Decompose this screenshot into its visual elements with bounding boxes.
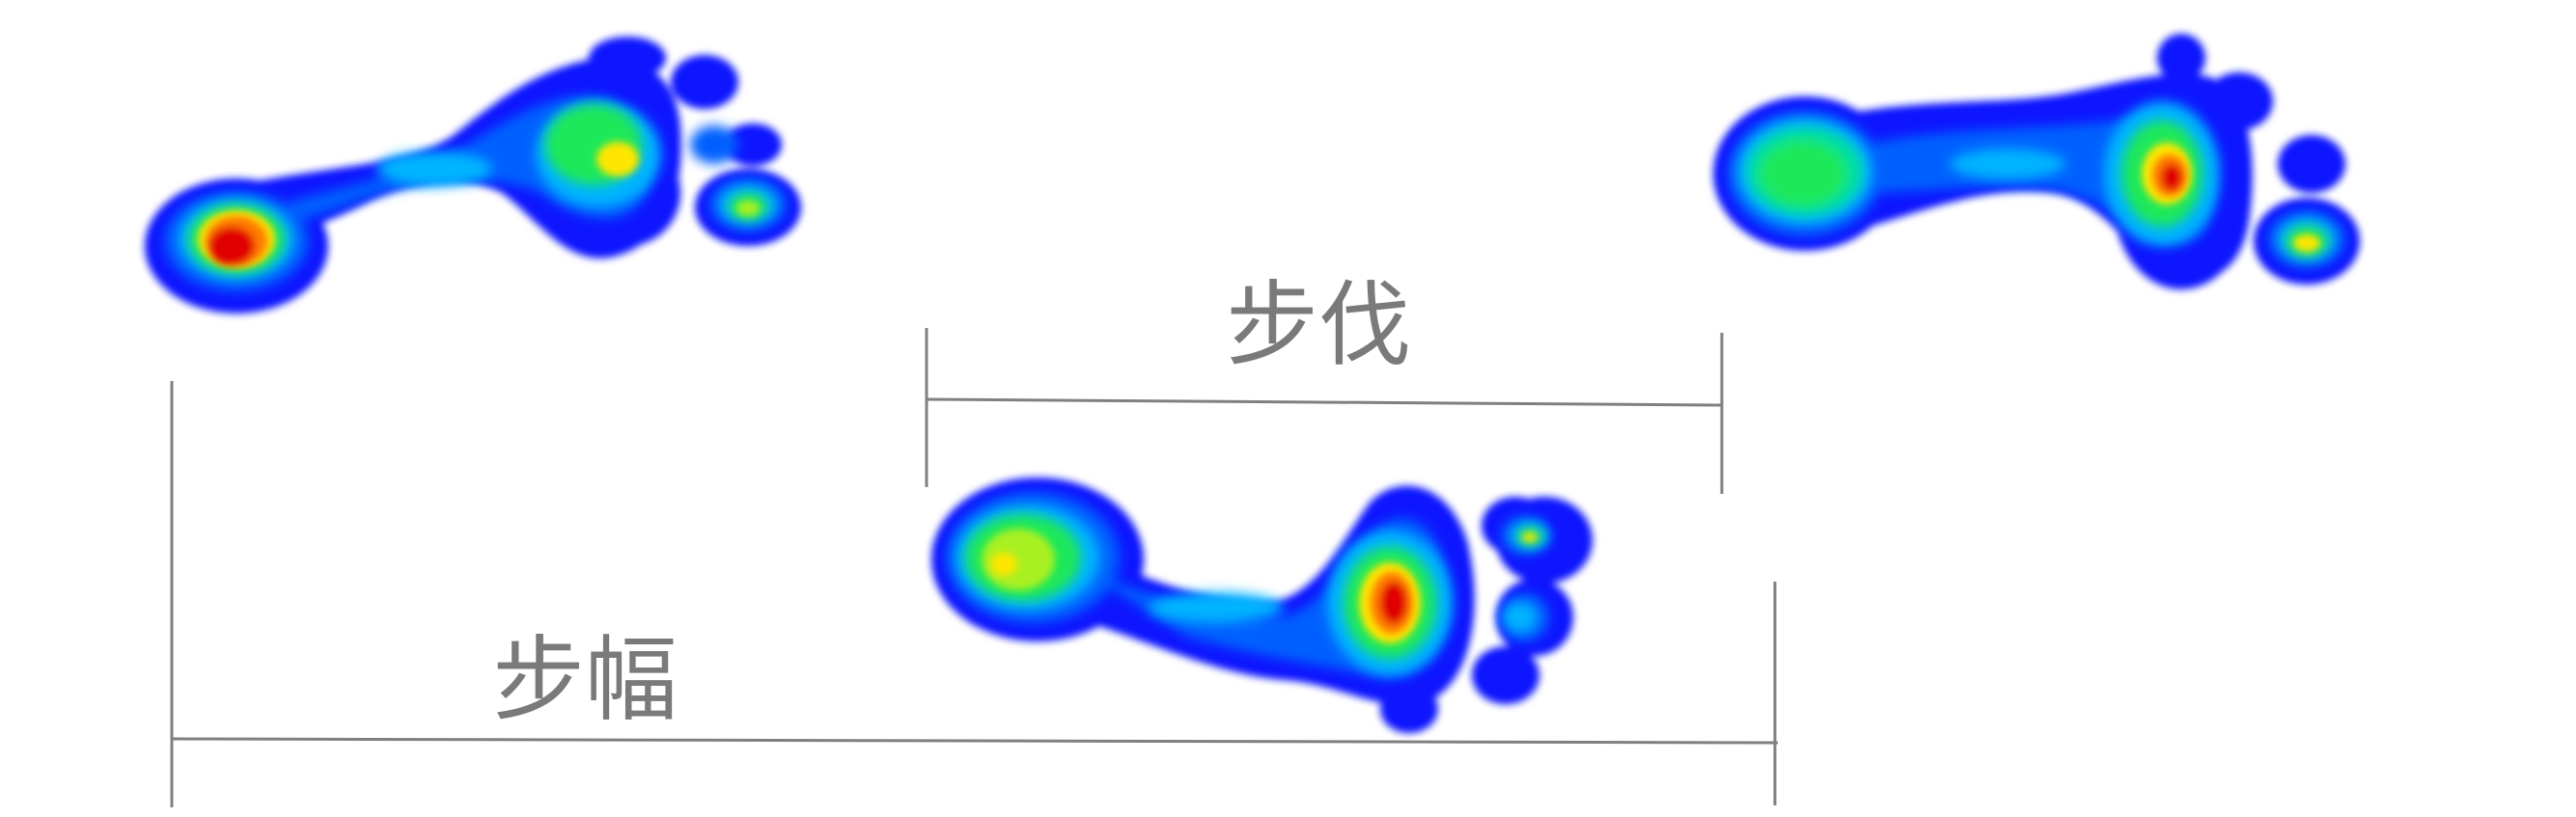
step-length-measure: 步伐 [925,271,1724,494]
stride-length-label: 步幅 [492,626,678,734]
stride-baseline [171,737,1779,745]
stride-length-measure: 步幅 [170,381,1779,807]
footprint-left-1 [145,37,801,313]
step-length-label: 步伐 [1226,271,1411,379]
footprint-right [1713,34,2360,289]
step-baseline [926,397,1723,407]
footprint-left-2 [931,477,1593,733]
